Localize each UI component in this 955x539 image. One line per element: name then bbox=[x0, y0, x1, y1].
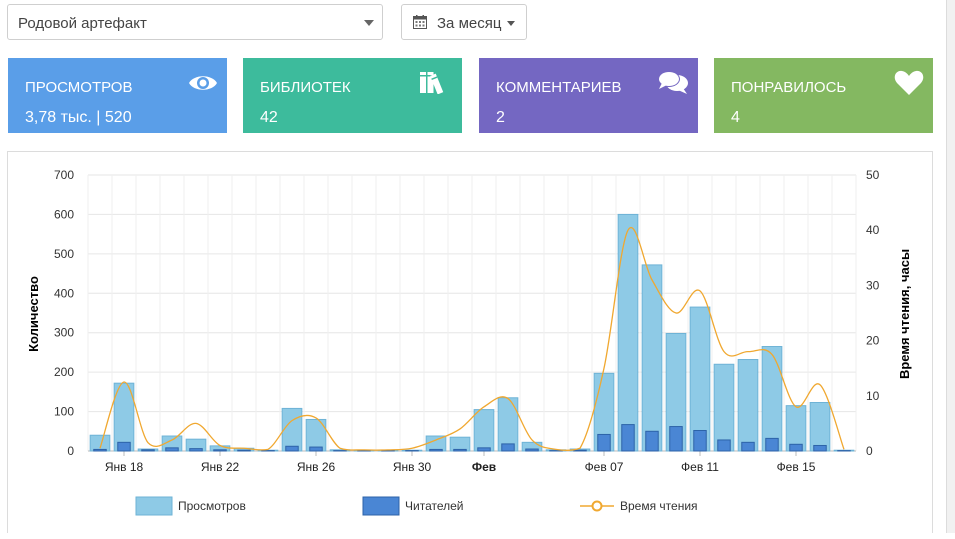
libraries-card-value: 42 bbox=[260, 109, 278, 127]
y2-tick-label: 20 bbox=[866, 334, 880, 348]
views-card-label: ПРОСМОТРОВ bbox=[25, 79, 132, 96]
views-bar bbox=[762, 347, 782, 451]
readers-bar bbox=[478, 448, 490, 451]
readers-bar bbox=[814, 445, 826, 451]
legend-readers-swatch bbox=[363, 497, 399, 515]
readers-bar bbox=[142, 450, 154, 451]
y-tick-label: 200 bbox=[54, 365, 74, 379]
y2-tick-label: 30 bbox=[866, 278, 880, 292]
views-bar bbox=[426, 436, 446, 451]
books-icon bbox=[419, 70, 451, 94]
readers-bar bbox=[526, 449, 538, 451]
views-bar bbox=[282, 408, 302, 451]
chart-panel: 0 100 200 300 400 500 600 700 0 10 20 30 40 50 Янв 18 Я… bbox=[7, 151, 933, 533]
eye-icon bbox=[188, 72, 218, 94]
legend-time-label: Время чтения bbox=[620, 499, 698, 513]
y-tick-label: 100 bbox=[54, 405, 74, 419]
libraries-card: БИБЛИОТЕК 42 bbox=[243, 58, 462, 133]
heart-icon bbox=[894, 70, 924, 96]
readers-bar bbox=[622, 425, 634, 451]
readers-bar bbox=[118, 442, 130, 451]
readers-bar bbox=[574, 450, 586, 451]
readers-bar bbox=[646, 431, 658, 451]
likes-card-label: ПОНРАВИЛОСЬ bbox=[731, 79, 846, 96]
y2-axis-label: Время чтения, часы bbox=[897, 249, 912, 379]
readers-bar bbox=[310, 447, 322, 451]
y2-tick-label: 0 bbox=[866, 444, 873, 458]
readers-bar bbox=[694, 430, 706, 451]
views-card-value: 3,78 тыс. | 520 bbox=[25, 109, 132, 127]
activity-chart: 0 100 200 300 400 500 600 700 0 10 20 30 40 50 Янв 18 Я… bbox=[8, 152, 934, 534]
views-bar bbox=[810, 403, 830, 451]
comments-card-value: 2 bbox=[496, 109, 505, 127]
y-axis-label: Количество bbox=[26, 276, 41, 352]
artifact-select-value: Родовой артефакт bbox=[18, 15, 147, 32]
legend-readers-label: Читателей bbox=[405, 499, 464, 513]
comments-icon bbox=[657, 70, 689, 96]
y-tick-label: 600 bbox=[54, 207, 74, 221]
x-tick-label: Янв 22 bbox=[201, 460, 240, 474]
artifact-select[interactable]: Родовой артефакт bbox=[7, 4, 383, 40]
readers-bar bbox=[238, 450, 250, 451]
y2-tick-label: 40 bbox=[866, 223, 880, 237]
y-tick-label: 300 bbox=[54, 326, 74, 340]
readers-bar bbox=[598, 434, 610, 451]
readers-bar bbox=[166, 448, 178, 451]
period-select[interactable]: За месяц bbox=[401, 4, 527, 40]
readers-bar bbox=[430, 449, 442, 451]
readers-bar bbox=[718, 440, 730, 451]
x-tick-label: Фев 11 bbox=[681, 460, 719, 474]
readers-bar bbox=[502, 444, 514, 451]
y-tick-label: 700 bbox=[54, 168, 74, 182]
readers-bar bbox=[454, 449, 466, 451]
views-bar bbox=[714, 364, 734, 451]
legend-views-label: Просмотров bbox=[178, 499, 246, 513]
y-tick-label: 0 bbox=[67, 444, 74, 458]
likes-card-value: 4 bbox=[731, 109, 740, 127]
period-select-value: За месяц bbox=[437, 15, 501, 32]
comments-card-label: КОММЕНТАРИЕВ bbox=[496, 79, 622, 96]
views-bar bbox=[618, 214, 638, 451]
readers-bar bbox=[286, 446, 298, 451]
x-tick-label: Янв 18 bbox=[105, 460, 144, 474]
views-bar bbox=[474, 410, 494, 451]
caret-down-icon bbox=[507, 21, 515, 26]
views-bar bbox=[498, 398, 518, 451]
x-tick-label: Янв 26 bbox=[297, 460, 336, 474]
readers-bar bbox=[766, 438, 778, 451]
x-tick-label: Янв 30 bbox=[393, 460, 432, 474]
y2-tick-label: 10 bbox=[866, 389, 880, 403]
likes-card: ПОНРАВИЛОСЬ 4 bbox=[714, 58, 933, 133]
readers-bar bbox=[742, 442, 754, 451]
calendar-icon bbox=[413, 15, 427, 29]
y-tick-label: 400 bbox=[54, 286, 74, 300]
views-bar bbox=[738, 360, 758, 451]
y-tick-label: 500 bbox=[54, 247, 74, 261]
views-card: ПРОСМОТРОВ 3,78 тыс. | 520 bbox=[8, 58, 227, 133]
y2-tick-label: 50 bbox=[866, 168, 880, 182]
views-bar bbox=[90, 435, 110, 451]
legend-views-swatch bbox=[136, 497, 172, 515]
chevron-down-icon bbox=[364, 20, 374, 26]
chart-legend: Просмотров Читателей Время чтения bbox=[136, 497, 698, 515]
x-tick-label: Фев 15 bbox=[777, 460, 816, 474]
x-tick-label: Фев bbox=[472, 460, 496, 474]
readers-bar bbox=[670, 427, 682, 451]
x-tick-label: Фев 07 bbox=[585, 460, 624, 474]
comments-card: КОММЕНТАРИЕВ 2 bbox=[479, 58, 698, 133]
readers-bar bbox=[190, 449, 202, 451]
views-bar bbox=[690, 307, 710, 451]
legend-time-marker bbox=[593, 502, 602, 511]
libraries-card-label: БИБЛИОТЕК bbox=[260, 79, 351, 96]
readers-bar bbox=[790, 444, 802, 451]
scrollbar-track[interactable] bbox=[946, 0, 955, 533]
readers-bar bbox=[214, 450, 226, 451]
readers-bar bbox=[94, 449, 106, 451]
